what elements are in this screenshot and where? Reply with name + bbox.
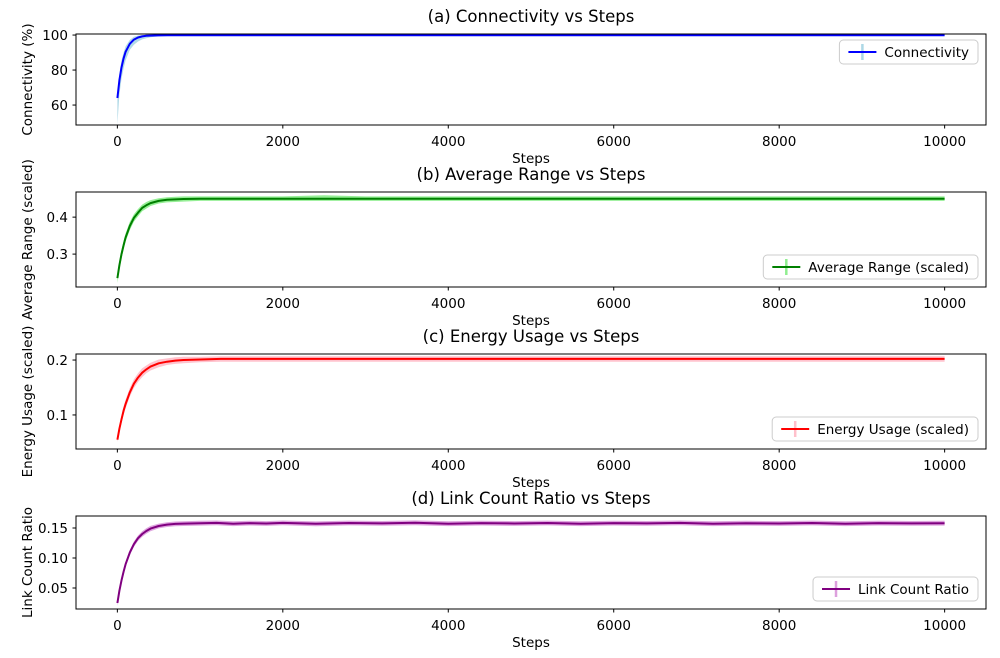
x-tick-label: 10000: [923, 458, 966, 474]
data-line: [116, 34, 945, 99]
axes-frame: [75, 33, 987, 126]
legend-label: Average Range (scaled): [808, 260, 969, 276]
x-tick-label: 0: [113, 618, 122, 634]
axes-frame: [75, 353, 987, 450]
legend-box: [838, 39, 979, 65]
y-tick-label: 100: [42, 28, 68, 44]
subplot-1: 0 2000 4000 6000 8000 10000 60 80 100 (a) Connect…: [20, 7, 987, 167]
x-tick-label: 2000: [266, 296, 300, 312]
x-tick-label: 2000: [266, 618, 300, 634]
x-axis-label: Steps: [512, 313, 550, 329]
legend-label: Energy Usage (scaled): [817, 422, 969, 438]
y-axis-label: Connectivity (%): [20, 23, 36, 135]
data-line: [116, 521, 945, 604]
x-tick-label: 4000: [431, 134, 465, 150]
x-tick-label: 2000: [266, 134, 300, 150]
legend-box: [762, 254, 979, 280]
data-line: [116, 197, 945, 279]
x-tick-label: 6000: [597, 134, 631, 150]
x-tick-label: 4000: [431, 618, 465, 634]
x-axis-label: Steps: [512, 475, 550, 491]
x-tick-label: 4000: [431, 296, 465, 312]
x-axis-label: Steps: [512, 151, 550, 167]
x-tick-label: 10000: [923, 618, 966, 634]
legend: Connectivity: [838, 39, 979, 65]
x-tick-label: 4000: [431, 458, 465, 474]
subplot-3: 0 2000 4000 6000 8000 10000 0.1 0.2 (c) Energy U…: [20, 326, 987, 491]
legend: Average Range (scaled): [762, 254, 979, 280]
x-tick-label: 6000: [597, 458, 631, 474]
legend: Energy Usage (scaled): [771, 416, 979, 442]
y-tick-label: 0.2: [47, 353, 68, 369]
y-tick-label: 60: [51, 98, 68, 114]
x-tick-label: 8000: [762, 296, 796, 312]
y-axis-label: Average Range (scaled): [20, 159, 36, 320]
x-tick-label: 0: [113, 458, 122, 474]
legend-box: [771, 416, 979, 442]
axes-background: [76, 34, 986, 125]
subplot-title: (a) Connectivity vs Steps: [428, 7, 635, 26]
subplot-2: 0 2000 4000 6000 8000 10000 0.3 0.4 (b) Average …: [20, 159, 987, 329]
subplot-title: (c) Energy Usage vs Steps: [423, 327, 640, 346]
x-tick-label: 6000: [597, 618, 631, 634]
x-tick-label: 0: [113, 296, 122, 312]
y-tick-label: 0.4: [47, 210, 68, 226]
subplot-title: (d) Link Count Ratio vs Steps: [411, 489, 650, 508]
y-tick-label: 0.3: [47, 247, 68, 263]
y-tick-label: 0.1: [47, 408, 68, 424]
x-tick-label: 8000: [762, 458, 796, 474]
subplot-4: 0 2000 4000 6000 8000 10000 0.05 0.10 0.15 (d) Li…: [20, 489, 987, 651]
x-tick-label: 8000: [762, 134, 796, 150]
subplot-title: (b) Average Range vs Steps: [417, 165, 646, 184]
x-tick-label: 10000: [923, 134, 966, 150]
x-axis-label: Steps: [512, 635, 550, 651]
data-line: [116, 357, 945, 440]
legend-label: Connectivity: [884, 45, 969, 61]
axes-frame: [75, 191, 987, 288]
axes-frame: [75, 515, 987, 610]
y-tick-label: 80: [51, 63, 68, 79]
legend-label: Link Count Ratio: [858, 582, 969, 598]
y-axis-label: Energy Usage (scaled): [20, 326, 36, 478]
x-tick-label: 8000: [762, 618, 796, 634]
legend: Link Count Ratio: [812, 576, 979, 602]
y-tick-label: 0.15: [38, 521, 68, 537]
x-tick-label: 6000: [597, 296, 631, 312]
x-tick-label: 0: [113, 134, 122, 150]
y-axis-label: Link Count Ratio: [20, 507, 36, 618]
x-tick-label: 10000: [923, 296, 966, 312]
x-tick-label: 2000: [266, 458, 300, 474]
y-tick-label: 0.05: [38, 581, 68, 597]
legend-box: [812, 576, 979, 602]
y-tick-label: 0.10: [38, 551, 68, 567]
